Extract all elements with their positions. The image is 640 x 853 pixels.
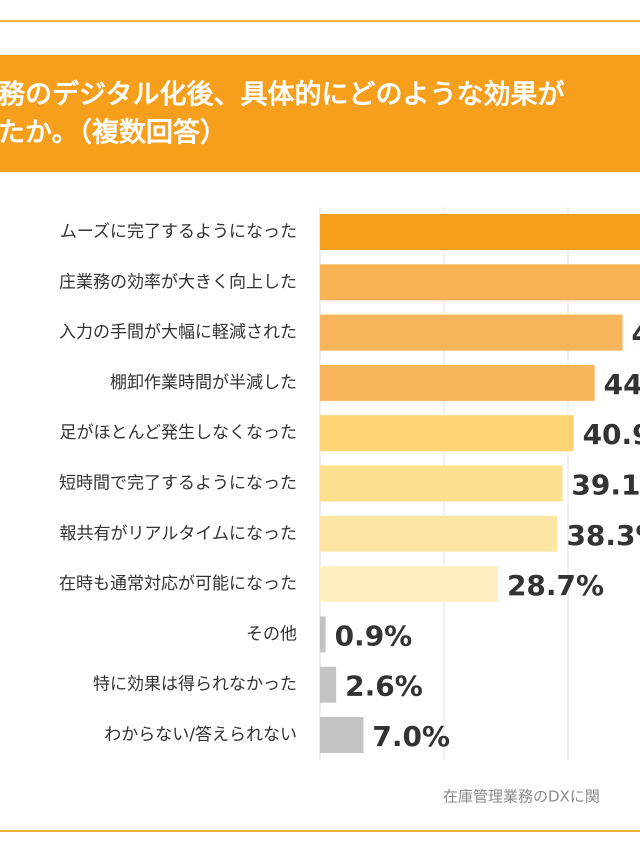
- category-label: 庄業務の効率が大きく向上した: [59, 272, 297, 292]
- bar: [320, 566, 498, 603]
- value-label: 7.0%: [372, 720, 450, 753]
- value-label: 0.9%: [335, 619, 413, 652]
- category-label: わからない/答えられない: [104, 725, 297, 745]
- value-label: 39.1%: [571, 469, 640, 502]
- category-label: 足がほとんど発生しなくなった: [60, 423, 298, 443]
- bar: [320, 616, 326, 653]
- bar: [320, 264, 640, 301]
- bar: [320, 717, 364, 753]
- category-label: 短時間で完了するようになった: [59, 474, 297, 494]
- value-label: 28.7%: [507, 569, 604, 602]
- bar: [320, 415, 574, 452]
- title-box: [0, 55, 640, 172]
- category-label: 在時も通常対応が可能になった: [59, 574, 297, 594]
- bar: [320, 314, 623, 351]
- category-label: その他: [246, 624, 297, 644]
- value-label: 38.3%: [566, 519, 640, 552]
- bar: [320, 515, 558, 552]
- title-line: たか。（複数回答）: [0, 117, 227, 149]
- value-label: 40.9%: [583, 418, 640, 451]
- top-rule: [0, 20, 640, 22]
- category-label: 報共有がリアルタイムになった: [60, 524, 298, 544]
- value-label: 48.8%: [632, 318, 640, 351]
- source-note: 在庫管理業務のDXに関: [443, 788, 600, 806]
- value-label: 2.6%: [345, 670, 423, 703]
- category-label: 入力の手間が大幅に軽減された: [59, 323, 297, 343]
- bar: [320, 214, 640, 250]
- bar: [320, 364, 595, 401]
- category-label: 特に効果は得られなかった: [93, 675, 297, 695]
- bar: [320, 465, 563, 502]
- title-line: 務のデジタル化後、具体的にどのような効果が: [0, 79, 564, 111]
- category-label: ムーズに完了するようになった: [60, 222, 297, 242]
- category-label: 棚卸作業時間が半減した: [110, 373, 297, 393]
- bottom-rule: [0, 830, 640, 832]
- bar: [320, 666, 337, 703]
- value-label: 44.3%: [604, 368, 640, 401]
